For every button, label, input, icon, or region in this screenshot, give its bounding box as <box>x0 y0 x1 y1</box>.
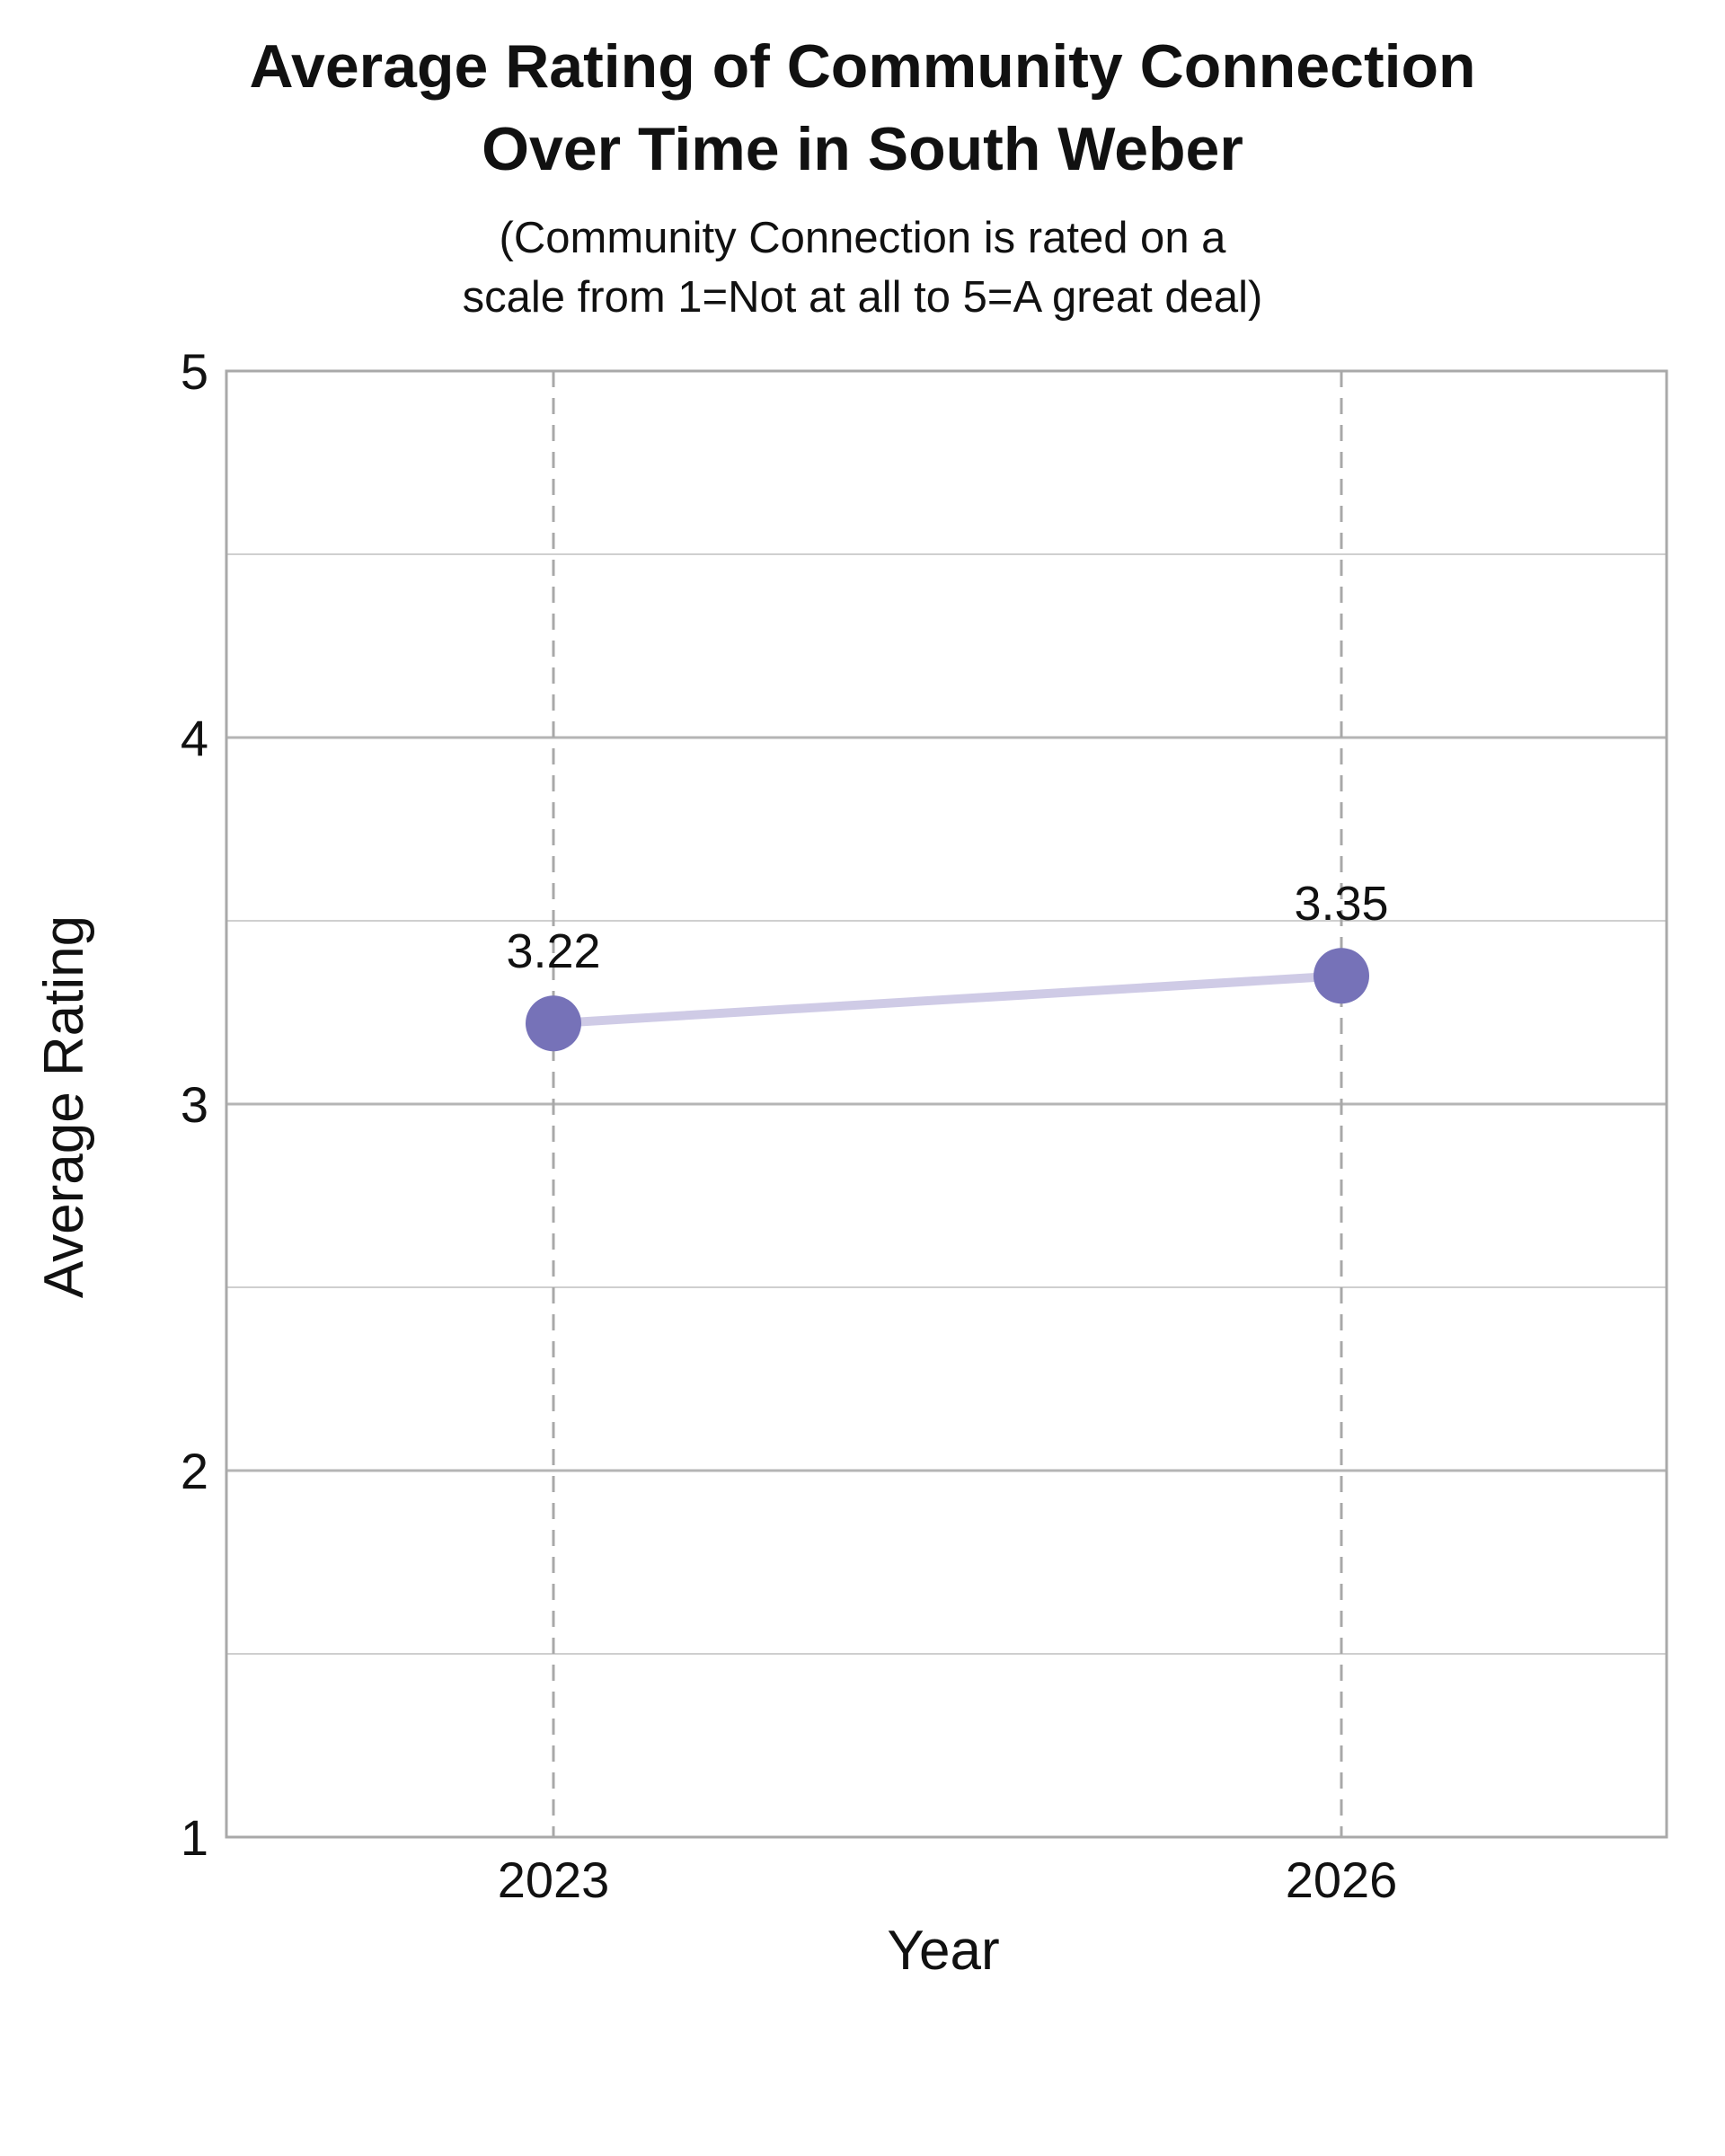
y-axis-ticks: 1 2 3 4 5 <box>181 343 208 1866</box>
series-group: 3.22 3.35 <box>506 877 1389 1052</box>
series-line <box>549 971 1346 1029</box>
data-label: 3.22 <box>506 924 600 978</box>
data-label: 3.35 <box>1294 877 1388 931</box>
x-gridlines <box>552 371 1343 1837</box>
major-gridlines <box>226 736 1667 1472</box>
chart-subtitle-line-1: (Community Connection is rated on a <box>499 214 1226 262</box>
y-tick-label: 2 <box>181 1443 208 1499</box>
x-axis-title: Year <box>887 1920 1000 1982</box>
x-axis-ticks: 2023 2026 <box>498 1851 1398 1908</box>
data-point <box>1314 948 1369 1004</box>
y-axis-title: Average Rating <box>33 915 95 1299</box>
y-tick-label: 3 <box>181 1076 208 1133</box>
minor-gridlines <box>226 553 1667 1655</box>
chart-title: Average Rating of Community Connection O… <box>0 25 1725 190</box>
x-tick-label: 2026 <box>1286 1851 1398 1908</box>
chart-subtitle-line-2: scale from 1=Not at all to 5=A great dea… <box>462 273 1263 322</box>
x-tick-label: 2023 <box>498 1851 610 1908</box>
chart-title-line-2: Over Time in South Weber <box>482 115 1243 183</box>
plot-area-frame <box>225 369 1668 1839</box>
y-tick-label: 5 <box>181 343 208 400</box>
y-tick-label: 1 <box>181 1809 208 1866</box>
chart-title-line-1: Average Rating of Community Connection <box>249 32 1476 101</box>
chart-subtitle: (Community Connection is rated on a scal… <box>0 208 1725 327</box>
data-point <box>526 995 581 1052</box>
y-tick-label: 4 <box>181 710 208 766</box>
